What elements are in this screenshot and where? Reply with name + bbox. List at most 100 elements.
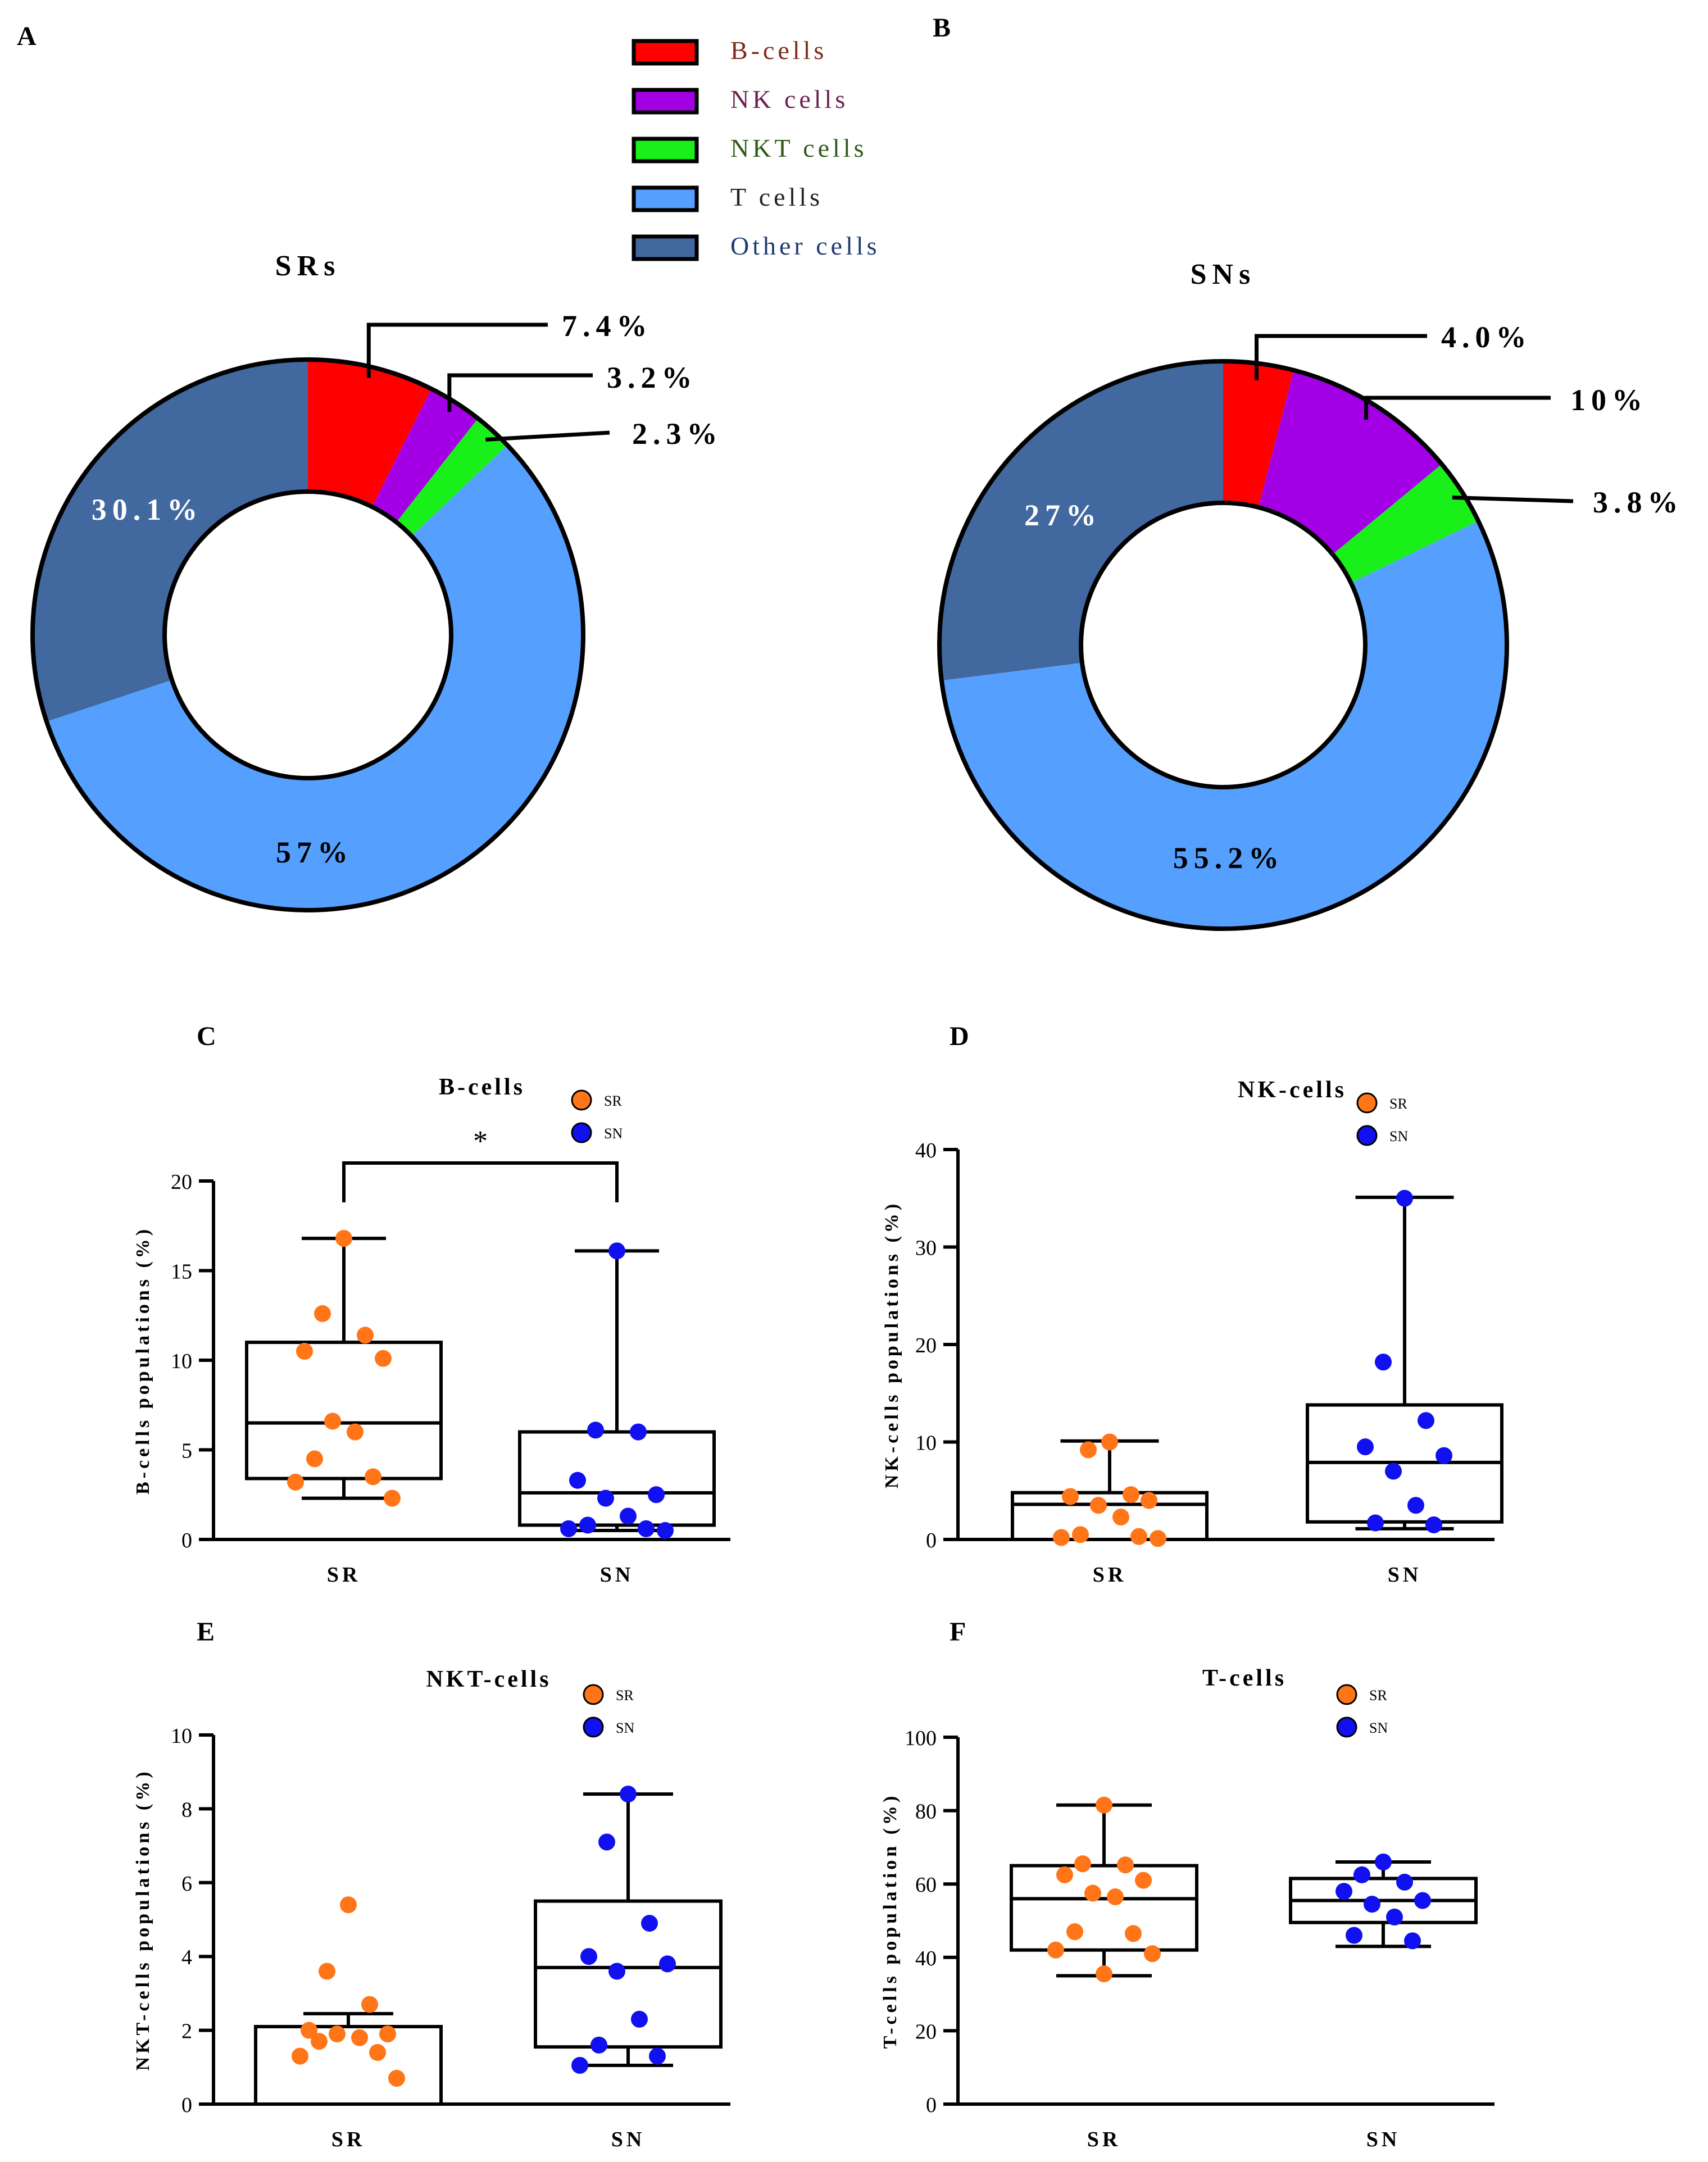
chart-title: NKT-cells bbox=[426, 1666, 551, 1692]
data-point bbox=[365, 1468, 381, 1486]
data-point bbox=[1072, 1526, 1089, 1543]
data-point bbox=[287, 1473, 304, 1491]
data-point bbox=[1066, 1923, 1083, 1941]
panel-letter-a: A bbox=[17, 21, 37, 51]
boxplot-f: T-cells 0 20 40 60 80 100 T-cells population (%… bbox=[880, 1665, 1494, 2151]
pie-label: 3.8% bbox=[1593, 485, 1684, 519]
data-point bbox=[319, 1963, 335, 1980]
data-point bbox=[384, 1489, 401, 1507]
legend-label: SR bbox=[1389, 1096, 1407, 1112]
donut-b: SNs 4.0% 10% 3.8% 55.2% 27% bbox=[937, 258, 1684, 931]
data-point bbox=[1062, 1488, 1079, 1505]
y-tick-label: 20 bbox=[915, 2020, 937, 2043]
data-point bbox=[296, 1343, 313, 1360]
legend-label: SN bbox=[604, 1125, 623, 1142]
data-point bbox=[657, 1522, 674, 1539]
box bbox=[254, 2025, 443, 2106]
pie-label: 4.0% bbox=[1441, 320, 1532, 354]
pie-title: SNs bbox=[1191, 258, 1256, 290]
leader-line bbox=[1364, 396, 1551, 420]
x-tick-label: SN bbox=[1366, 2128, 1401, 2151]
y-tick-label: 60 bbox=[915, 1873, 937, 1897]
y-tick-label: 10 bbox=[915, 1432, 937, 1455]
boxplot-d: NK-cells 0 10 20 30 40 NK-cells populations (%… bbox=[882, 1077, 1503, 1587]
y-tick-label: 0 bbox=[181, 1529, 192, 1552]
y-tick-label: 2 bbox=[181, 2020, 192, 2043]
y-tick-label: 0 bbox=[926, 1529, 937, 1552]
donut-a: SRs 7.4% 3.2% 2.3% 57% 30.1% bbox=[30, 250, 723, 912]
legend-label: SR bbox=[1369, 1687, 1387, 1704]
box bbox=[245, 1341, 443, 1480]
legend-label: SN bbox=[616, 1720, 634, 1736]
significance-star: * bbox=[473, 1125, 488, 1157]
data-point bbox=[1144, 1945, 1161, 1963]
y-tick-label: 10 bbox=[171, 1724, 192, 1748]
data-point bbox=[1407, 1497, 1424, 1514]
pie-label: 10% bbox=[1570, 383, 1648, 417]
data-point bbox=[1386, 1908, 1403, 1925]
data-point bbox=[1112, 1509, 1129, 1526]
data-point bbox=[1436, 1447, 1452, 1464]
y-tick-label: 20 bbox=[171, 1170, 192, 1194]
data-point bbox=[1346, 1927, 1362, 1944]
pie-label: 3.2% bbox=[607, 361, 698, 394]
panel-letter-b: B bbox=[933, 13, 951, 43]
legend-swatch bbox=[632, 39, 699, 66]
legend-label: SN bbox=[1389, 1128, 1408, 1144]
data-point bbox=[1135, 1872, 1152, 1889]
data-point bbox=[579, 1516, 596, 1534]
y-tick-label: 0 bbox=[181, 2093, 192, 2117]
pie-label: 2.3% bbox=[632, 417, 723, 451]
data-point bbox=[1125, 1925, 1142, 1942]
legend-swatch bbox=[632, 137, 699, 163]
data-point bbox=[1404, 1932, 1421, 1950]
data-point bbox=[580, 1948, 597, 1965]
box bbox=[1011, 1491, 1209, 1541]
data-point bbox=[1047, 1941, 1064, 1959]
data-point bbox=[340, 1896, 357, 1914]
significance-bracket bbox=[342, 1161, 619, 1202]
legend-marker bbox=[1356, 1092, 1378, 1114]
legend-marker bbox=[583, 1684, 604, 1705]
data-point bbox=[1096, 1796, 1112, 1814]
data-point bbox=[630, 1423, 647, 1441]
data-point bbox=[590, 2036, 607, 2054]
legend-label: SN bbox=[1369, 1720, 1388, 1736]
panel-letter-d: D bbox=[950, 1021, 969, 1051]
y-tick-label: 30 bbox=[915, 1237, 937, 1260]
data-point bbox=[351, 2029, 368, 2046]
x-tick-label: SN bbox=[611, 2128, 646, 2151]
data-point bbox=[638, 1520, 655, 1537]
data-point bbox=[1080, 1441, 1097, 1459]
y-tick-label: 6 bbox=[181, 1872, 192, 1896]
data-point bbox=[347, 1423, 364, 1441]
data-point bbox=[608, 1963, 625, 1980]
y-tick-label: 5 bbox=[181, 1439, 192, 1463]
y-axis-label: B-cells populations (%) bbox=[133, 1226, 153, 1495]
y-tick-label: 20 bbox=[915, 1334, 937, 1357]
data-point bbox=[587, 1421, 604, 1439]
legend-label: SR bbox=[604, 1093, 622, 1109]
data-point bbox=[1101, 1433, 1118, 1451]
data-point bbox=[560, 1520, 577, 1537]
y-axis-label: T-cells population (%) bbox=[880, 1793, 901, 2049]
data-point bbox=[1367, 1514, 1384, 1532]
data-point bbox=[301, 2022, 317, 2039]
data-point bbox=[1123, 1486, 1139, 1504]
data-point bbox=[1056, 1866, 1073, 1883]
data-point bbox=[311, 2033, 328, 2050]
data-point bbox=[1084, 1884, 1101, 1902]
leader-line bbox=[1452, 496, 1574, 503]
data-point bbox=[1396, 1873, 1413, 1891]
panel-letter-c: C bbox=[197, 1021, 216, 1051]
pie-label: 30.1% bbox=[92, 493, 203, 526]
x-tick-label: SR bbox=[327, 1563, 361, 1587]
data-point bbox=[324, 1412, 341, 1430]
data-point bbox=[569, 1471, 586, 1489]
leader-line bbox=[1255, 334, 1427, 380]
data-point bbox=[1364, 1896, 1380, 1913]
data-point bbox=[388, 2070, 405, 2087]
pie-label: 27% bbox=[1024, 498, 1102, 532]
data-point bbox=[369, 2044, 386, 2061]
chart-title: B-cells bbox=[439, 1074, 525, 1100]
